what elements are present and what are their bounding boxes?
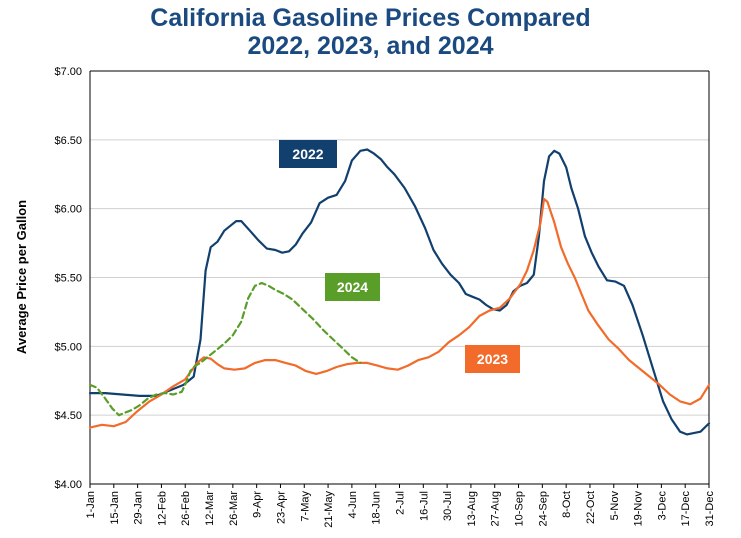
x-tick-label: 21-May: [323, 491, 335, 528]
x-tick-label: 7-May: [299, 491, 311, 522]
series-label-2022: 2022: [292, 146, 323, 162]
x-tick-label: 12-Mar: [204, 491, 216, 526]
x-tick-label: 27-Aug: [490, 491, 502, 526]
series-labels: 2022 2024 2023: [279, 140, 520, 373]
y-tick-label: $4.00: [54, 479, 82, 491]
x-tick-label: 23-Apr: [275, 491, 287, 524]
x-tick-label: 12-Feb: [156, 491, 168, 526]
series-label-2023: 2023: [477, 351, 508, 367]
y-axis-ticks: $4.00 $4.50 $5.00 $5.50 $6.00 $6.50 $7.00: [54, 66, 82, 491]
y-tick-label: $5.50: [54, 273, 82, 285]
series-line-2023: [88, 197, 711, 429]
x-tick-label: 19-Nov: [633, 491, 645, 527]
gridlines: [90, 70, 709, 416]
series-label-box-2022: [279, 140, 337, 168]
x-tick-label: 5-Nov: [609, 491, 621, 521]
chart-title-line-1: California Gasoline Prices Compared: [150, 4, 591, 32]
x-tick-label: 2-Jul: [395, 491, 407, 515]
series-line-2024: [88, 281, 362, 417]
y-tick-label: $7.00: [54, 66, 82, 78]
x-tick-label: 9-Apr: [252, 491, 264, 518]
chart-title-line-2: 2022, 2023, and 2024: [247, 32, 494, 60]
y-tick-label: $6.00: [54, 204, 82, 216]
x-tick-label: 24-Sep: [537, 491, 549, 526]
x-tick-label: 1-Jan: [85, 491, 97, 519]
series-label-box-2023: [465, 345, 520, 373]
x-tick-label: 8-Oct: [561, 491, 573, 518]
x-tick-label: 15-Jan: [109, 491, 121, 525]
series-label-2024: 2024: [337, 279, 368, 295]
x-tick-label: 4-Jun: [347, 491, 359, 519]
x-tick-label: 30-Jul: [442, 491, 454, 521]
y-axis-label: Average Price per Gallon: [14, 200, 29, 354]
x-tick-label: 31-Dec: [704, 491, 716, 527]
x-tick-label: 26-Mar: [228, 491, 240, 526]
x-tick-label: 26-Feb: [180, 491, 192, 526]
x-axis-ticks: 1-Jan 15-Jan 29-Jan 12-Feb 26-Feb 12-Mar 26-Ma…: [85, 484, 716, 528]
x-tick-label: 10-Sep: [514, 491, 526, 526]
series-line-2022: [88, 148, 711, 436]
y-tick-label: $4.50: [54, 410, 82, 422]
x-tick-label: 3-Dec: [656, 491, 668, 521]
y-tick-label: $6.50: [54, 135, 82, 147]
x-tick-label: 13-Aug: [466, 491, 478, 526]
x-tick-label: 22-Oct: [585, 491, 597, 524]
x-tick-label: 18-Jun: [371, 491, 383, 525]
x-tick-label: 17-Dec: [680, 491, 692, 527]
x-tick-label: 29-Jan: [133, 491, 145, 525]
series-label-box-2024: [325, 273, 380, 301]
x-tick-label: 16-Jul: [418, 491, 430, 521]
y-tick-label: $5.00: [54, 341, 82, 353]
series-lines: [88, 148, 711, 436]
